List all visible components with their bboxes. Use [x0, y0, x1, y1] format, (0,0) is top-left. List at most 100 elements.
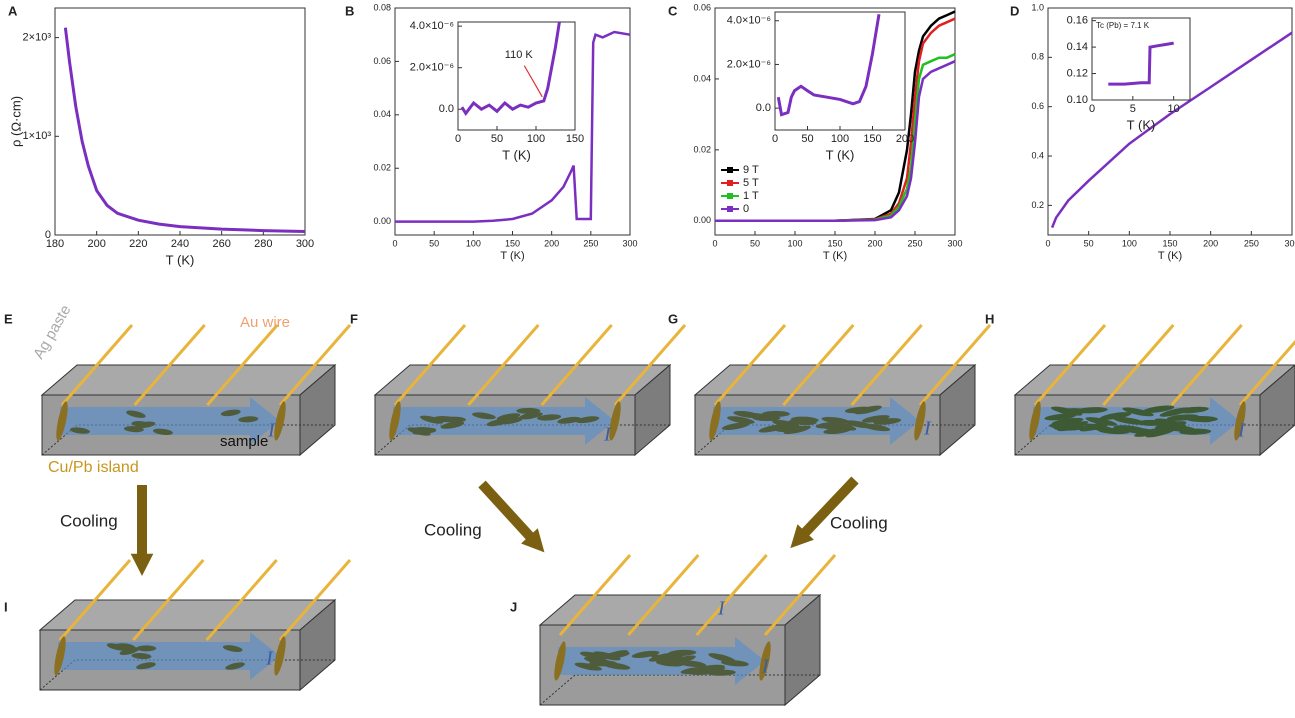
panel-label: B — [345, 3, 354, 18]
island — [678, 660, 707, 668]
panel-label: J — [510, 599, 517, 614]
au-wire — [1033, 324, 1107, 406]
y-tick-label: 0.0 — [439, 103, 454, 115]
x-tick-label: 0 — [1089, 103, 1095, 115]
x-tick-label: 5 — [1130, 103, 1136, 115]
island — [655, 660, 684, 667]
au-wire — [918, 324, 992, 406]
y-tick-label: 0.00 — [693, 215, 711, 225]
contact — [709, 401, 721, 441]
island — [1079, 421, 1111, 432]
y-tick-label: 0.08 — [373, 2, 391, 12]
x-tick-label: 150 — [505, 238, 520, 248]
island-label: Cu/Pb island — [48, 459, 139, 476]
au-wire — [58, 559, 132, 641]
data-line — [63, 27, 306, 233]
contact — [609, 401, 621, 441]
island — [697, 666, 726, 674]
x-tick-label: 250 — [583, 238, 598, 248]
contact — [56, 401, 68, 441]
island — [1142, 405, 1175, 413]
current-label: I — [265, 648, 274, 670]
panel-label: I — [4, 599, 8, 614]
x-axis-label: T (K) — [826, 147, 855, 162]
island — [222, 645, 243, 652]
island — [472, 412, 496, 420]
island — [136, 662, 156, 670]
x-tick-label: 50 — [491, 133, 503, 145]
contact — [1234, 401, 1246, 441]
current-label: I — [603, 424, 612, 446]
x-tick-label: 50 — [1084, 238, 1094, 248]
contact — [759, 641, 771, 681]
au-wire — [205, 559, 278, 641]
x-tick-label: 150 — [827, 238, 842, 248]
x-axis-label: T (K) — [166, 252, 195, 267]
island — [574, 662, 603, 671]
y-tick-label: 0.12 — [1067, 67, 1088, 79]
island — [861, 415, 890, 423]
x-tick-label: 300 — [1284, 238, 1295, 248]
island — [1057, 421, 1089, 432]
island — [1113, 425, 1146, 433]
data-line — [715, 60, 956, 223]
x-tick-label: 240 — [171, 238, 189, 250]
diagrams — [38, 324, 1295, 707]
x-axis-label: T (K) — [823, 250, 847, 262]
data-line — [395, 30, 631, 223]
data-line — [776, 13, 881, 117]
cooling-arrow — [478, 480, 539, 546]
contact — [554, 641, 566, 681]
y-tick-label: 0.06 — [693, 2, 711, 12]
cooling-arrowhead — [790, 524, 814, 549]
au-wire — [1170, 324, 1243, 406]
y-tick-label: 0.0 — [756, 102, 771, 114]
x-tick-label: 300 — [622, 238, 637, 248]
y-tick-label: 0.00 — [373, 216, 391, 226]
au-wire — [132, 559, 205, 641]
x-axis-label: T (K) — [500, 250, 524, 262]
legend-label: 5 T — [743, 177, 759, 189]
annotation: Tc (Pb) = 7.1 K — [1096, 21, 1150, 30]
y-tick-label: 0 — [45, 229, 51, 241]
island — [680, 666, 709, 674]
island — [432, 416, 457, 423]
x-tick-label: 50 — [801, 133, 813, 145]
au-wire — [713, 324, 787, 406]
island — [123, 426, 144, 433]
legend-marker — [727, 167, 733, 173]
panel-label: E — [4, 311, 13, 326]
x-tick-label: 150 — [863, 133, 881, 145]
panel-label: D — [1010, 3, 1019, 18]
cooling-arrowhead — [130, 553, 154, 576]
current-label: I — [267, 420, 276, 442]
legend-marker — [727, 193, 733, 199]
x-tick-label: 180 — [46, 238, 64, 250]
current-label: I — [717, 598, 726, 620]
island — [412, 427, 437, 435]
island — [788, 418, 817, 426]
island — [420, 415, 444, 424]
island — [774, 425, 803, 433]
y-tick-label: 0.02 — [693, 144, 711, 154]
au-wire — [695, 554, 768, 636]
island — [499, 417, 523, 425]
legend-label: 1 T — [743, 190, 759, 202]
y-tick-label: 4.0×10⁻⁶ — [410, 20, 454, 32]
y-tick-label: 0.10 — [1067, 94, 1088, 106]
cooling-label: Cooling — [424, 520, 482, 539]
island — [131, 652, 152, 660]
island — [631, 650, 660, 658]
x-tick-label: 280 — [254, 238, 272, 250]
x-tick-label: 100 — [831, 133, 849, 145]
island — [1159, 407, 1191, 417]
annotation-arrow — [523, 65, 543, 98]
x-tick-label: 200 — [544, 238, 559, 248]
y-tick-label: 1.0 — [1031, 2, 1044, 12]
island — [575, 416, 600, 424]
cooling-label: Cooling — [830, 513, 888, 532]
panel-label: C — [668, 3, 678, 18]
x-axis-label: T (K) — [502, 147, 531, 162]
island — [1099, 412, 1132, 420]
